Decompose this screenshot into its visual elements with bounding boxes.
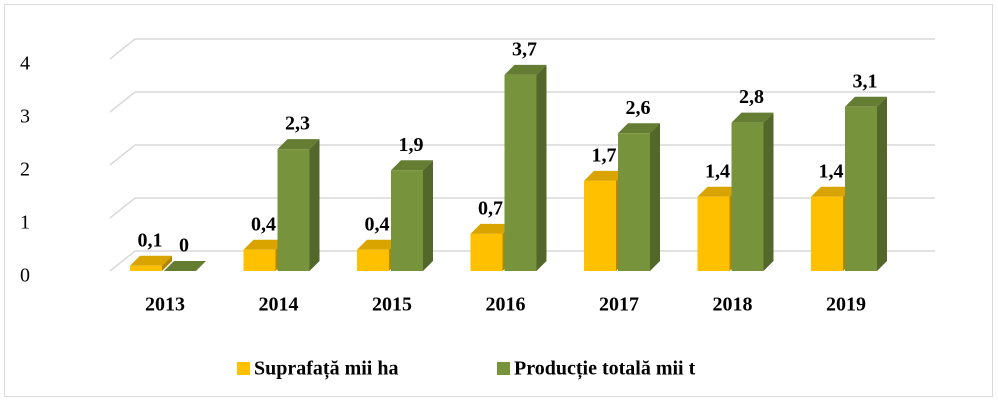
bar-face bbox=[470, 233, 503, 271]
data-label: 1,4 bbox=[819, 160, 844, 182]
bar-face bbox=[504, 74, 537, 272]
x-tick-label: 2015 bbox=[372, 294, 412, 316]
data-label: 2,3 bbox=[285, 113, 310, 135]
grid-line bbox=[109, 197, 935, 219]
grid-line bbox=[109, 250, 935, 272]
bar-face bbox=[650, 123, 660, 271]
bar-face bbox=[243, 249, 276, 271]
bar-face bbox=[423, 160, 433, 271]
bar-face bbox=[391, 160, 433, 171]
bar bbox=[164, 261, 206, 271]
data-label: 1,9 bbox=[399, 134, 424, 156]
bar bbox=[277, 139, 320, 271]
bar-face bbox=[584, 170, 626, 181]
data-label: 0,7 bbox=[478, 197, 503, 219]
bar-face bbox=[536, 64, 547, 272]
bar-face bbox=[162, 255, 172, 271]
data-label: 0,4 bbox=[251, 213, 276, 235]
data-label: 2,8 bbox=[739, 86, 764, 108]
data-label: 1,4 bbox=[705, 160, 730, 182]
bar bbox=[731, 112, 774, 271]
grid-line bbox=[109, 38, 935, 60]
legend-swatch bbox=[497, 362, 510, 375]
bar-face bbox=[618, 133, 650, 271]
grid-line bbox=[109, 91, 935, 113]
bar bbox=[845, 96, 887, 271]
x-tick-label: 2017 bbox=[599, 294, 639, 316]
bar-face bbox=[277, 149, 310, 271]
data-label: 0,4 bbox=[365, 213, 390, 235]
data-label: 1,7 bbox=[592, 144, 617, 166]
bar-face bbox=[763, 112, 774, 271]
bar-face bbox=[811, 196, 843, 271]
bar-face bbox=[357, 249, 389, 271]
x-tick-label: 2014 bbox=[259, 294, 299, 316]
y-tick-label: 2 bbox=[20, 159, 30, 181]
bar-face bbox=[584, 180, 616, 271]
x-tick-label: 2013 bbox=[145, 294, 185, 316]
bar-face bbox=[877, 96, 887, 271]
data-label: 2,6 bbox=[626, 97, 651, 119]
y-tick-label: 0 bbox=[20, 265, 30, 287]
bar-face bbox=[470, 223, 513, 234]
grid-line bbox=[109, 144, 935, 166]
bar-face bbox=[504, 64, 547, 75]
data-label: 3,1 bbox=[853, 70, 878, 92]
bar-face bbox=[164, 261, 206, 271]
y-tick-label: 1 bbox=[20, 212, 30, 234]
bar-face bbox=[130, 255, 172, 266]
bar-face bbox=[731, 112, 774, 123]
bar bbox=[391, 160, 433, 271]
bar-face bbox=[357, 239, 399, 250]
bar bbox=[618, 123, 660, 271]
x-tick-label: 2018 bbox=[713, 294, 753, 316]
bar-face bbox=[697, 186, 740, 197]
legend-label: Suprafață mii ha bbox=[254, 358, 398, 381]
bar-face bbox=[309, 139, 320, 271]
data-label: 3,7 bbox=[512, 38, 537, 60]
x-tick-label: 2016 bbox=[486, 294, 526, 316]
legend-swatch bbox=[237, 362, 250, 375]
bar-face bbox=[391, 170, 423, 271]
bar bbox=[504, 64, 547, 272]
bar-face bbox=[277, 139, 320, 150]
bar-face bbox=[731, 122, 764, 271]
bar-face bbox=[243, 239, 286, 250]
bar-face bbox=[618, 123, 660, 134]
x-tick-label: 2019 bbox=[826, 294, 866, 316]
y-tick-label: 4 bbox=[20, 53, 30, 75]
bar-face bbox=[811, 186, 853, 197]
bar-face bbox=[130, 265, 162, 271]
bar-face bbox=[697, 196, 730, 271]
data-label: 0 bbox=[179, 235, 189, 257]
bar-face bbox=[845, 106, 877, 271]
y-tick-label: 3 bbox=[20, 106, 30, 128]
bar-face bbox=[845, 96, 887, 107]
data-label: 0,1 bbox=[138, 229, 163, 251]
bar bbox=[130, 255, 172, 271]
legend-label: Producție totală mii t bbox=[514, 358, 696, 381]
